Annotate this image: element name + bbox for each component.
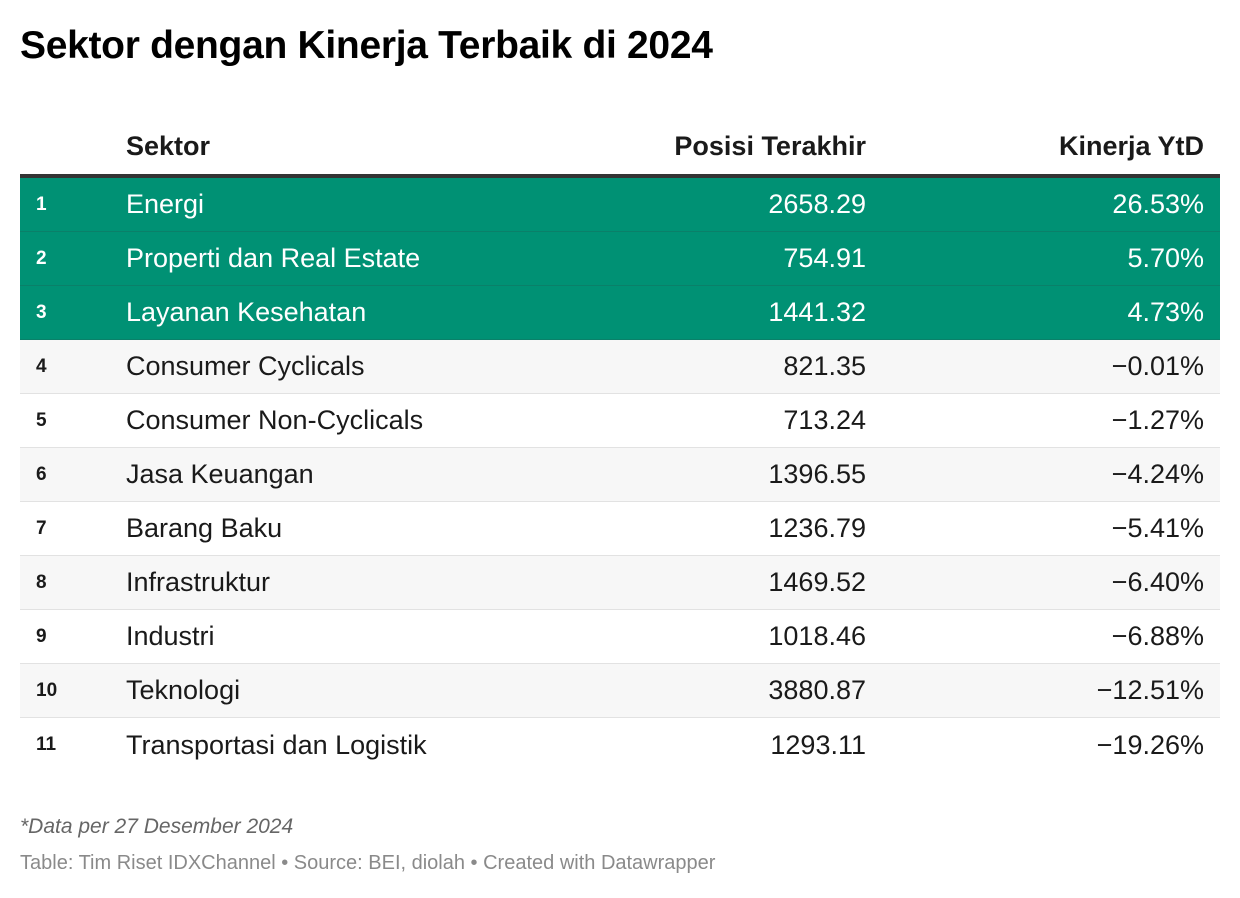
table-row: 1 Energi 2658.29 26.53% xyxy=(20,178,1220,232)
table-row: 7 Barang Baku 1236.79 −5.41% xyxy=(20,502,1220,556)
posisi-cell: 713.24 xyxy=(783,405,866,435)
sektor-cell: Teknologi xyxy=(126,675,241,705)
posisi-cell: 1293.11 xyxy=(770,729,866,760)
rank-cell: 3 xyxy=(36,301,47,323)
source-line: Table: Tim Riset IDXChannel • Source: BE… xyxy=(20,852,716,874)
posisi-cell: 754.91 xyxy=(783,243,866,273)
rank-cell: 1 xyxy=(36,193,47,215)
table-row: 4 Consumer Cyclicals 821.35 −0.01% xyxy=(20,340,1220,394)
rank-cell: 4 xyxy=(36,355,47,377)
kinerja-cell: −1.27% xyxy=(1111,405,1204,435)
table-row: 2 Properti dan Real Estate 754.91 5.70% xyxy=(20,232,1220,286)
table-row: 6 Jasa Keuangan 1396.55 −4.24% xyxy=(20,448,1220,502)
sektor-cell: Layanan Kesehatan xyxy=(126,297,367,327)
data-table: Sektor Posisi Terakhir Kinerja YtD 1 Ener… xyxy=(20,118,1220,772)
table-header: Sektor Posisi Terakhir Kinerja YtD xyxy=(20,118,1220,178)
kinerja-cell: 4.73% xyxy=(1127,297,1204,327)
sektor-cell: Jasa Keuangan xyxy=(126,459,314,489)
header-posisi: Posisi Terakhir xyxy=(674,130,866,161)
sektor-cell: Transportasi dan Logistik xyxy=(126,729,427,760)
sektor-cell: Consumer Non-Cyclicals xyxy=(126,405,424,435)
rank-cell: 9 xyxy=(36,625,47,647)
kinerja-cell: −19.26% xyxy=(1096,729,1204,760)
kinerja-cell: −0.01% xyxy=(1111,351,1204,381)
rank-cell: 8 xyxy=(36,571,47,593)
posisi-cell: 3880.87 xyxy=(768,675,866,705)
posisi-cell: 821.35 xyxy=(783,351,866,381)
kinerja-cell: −6.40% xyxy=(1111,567,1204,597)
kinerja-cell: −12.51% xyxy=(1096,675,1204,705)
kinerja-cell: −4.24% xyxy=(1111,459,1204,489)
rank-cell: 7 xyxy=(36,517,47,539)
posisi-cell: 1396.55 xyxy=(768,459,866,489)
sektor-cell: Industri xyxy=(126,621,215,651)
rank-cell: 10 xyxy=(36,679,58,701)
sektor-cell: Barang Baku xyxy=(126,513,283,543)
rank-cell: 6 xyxy=(36,463,47,485)
rank-cell: 5 xyxy=(36,409,47,431)
chart-title: Sektor dengan Kinerja Terbaik di 2024 xyxy=(20,24,713,67)
table-row: 5 Consumer Non-Cyclicals 713.24 −1.27% xyxy=(20,394,1220,448)
kinerja-cell: −6.88% xyxy=(1111,621,1204,651)
kinerja-cell: −5.41% xyxy=(1111,513,1204,543)
footnote: *Data per 27 Desember 2024 xyxy=(20,815,294,838)
table-row: 10 Teknologi 3880.87 −12.51% xyxy=(20,664,1220,718)
table-row: 3 Layanan Kesehatan 1441.32 4.73% xyxy=(20,286,1220,340)
table-row: 8 Infrastruktur 1469.52 −6.40% xyxy=(20,556,1220,610)
sektor-cell: Consumer Cyclicals xyxy=(126,351,365,381)
posisi-cell: 2658.29 xyxy=(768,189,866,219)
sektor-cell: Infrastruktur xyxy=(126,567,271,597)
rank-cell: 2 xyxy=(36,247,47,269)
header-kinerja: Kinerja YtD xyxy=(1058,130,1204,161)
sektor-cell: Energi xyxy=(126,189,205,219)
sektor-cell: Properti dan Real Estate xyxy=(126,243,421,273)
rank-cell: 11 xyxy=(36,734,57,755)
header-sektor: Sektor xyxy=(126,130,211,161)
table-body: 1 Energi 2658.29 26.53% 2 Properti dan Real E… xyxy=(20,178,1220,772)
table-row: 11 Transportasi dan Logistik 1293.11 −19.26… xyxy=(20,718,1220,772)
table-row: 9 Industri 1018.46 −6.88% xyxy=(20,610,1220,664)
kinerja-cell: 26.53% xyxy=(1112,189,1204,219)
posisi-cell: 1441.32 xyxy=(768,297,866,327)
posisi-cell: 1469.52 xyxy=(768,567,866,597)
kinerja-cell: 5.70% xyxy=(1127,243,1204,273)
posisi-cell: 1236.79 xyxy=(768,513,866,543)
posisi-cell: 1018.46 xyxy=(768,621,866,651)
